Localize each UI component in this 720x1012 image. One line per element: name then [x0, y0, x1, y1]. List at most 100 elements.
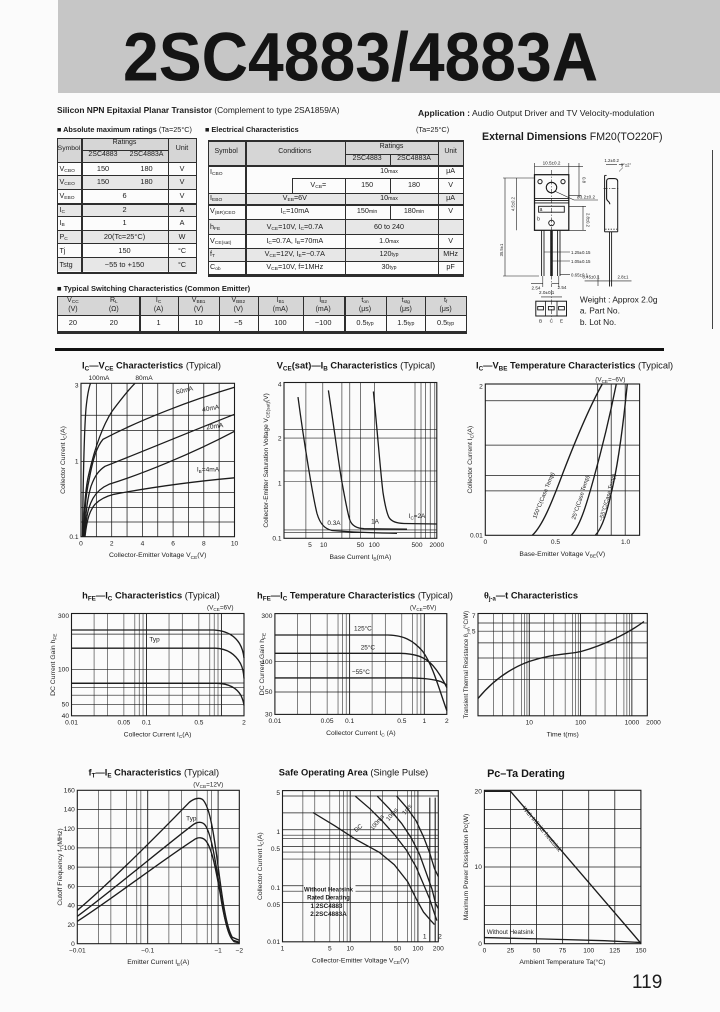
- svg-text:Collector Current IC(A): Collector Current IC(A): [257, 832, 266, 900]
- svg-text:1.05±0.15: 1.05±0.15: [571, 259, 591, 264]
- svg-text:80mA: 80mA: [135, 375, 153, 382]
- svg-text:1.25±0.15: 1.25±0.15: [571, 250, 591, 255]
- svg-text:Collector-Emitter Saturation V: Collector-Emitter Saturation Voltage VCE…: [263, 393, 272, 527]
- svg-text:60: 60: [67, 884, 75, 891]
- svg-text:0.5: 0.5: [397, 718, 406, 725]
- svg-text:7: 7: [472, 613, 476, 620]
- svg-text:0.1: 0.1: [272, 536, 281, 543]
- svg-text:100: 100: [58, 667, 69, 674]
- svg-text:2.8±1: 2.8±1: [618, 275, 630, 280]
- svg-text:2: 2: [242, 719, 246, 726]
- svg-text:500: 500: [411, 542, 422, 549]
- svg-text:35.5±1: 35.5±1: [499, 243, 504, 256]
- svg-text:40mA: 40mA: [202, 404, 221, 414]
- svg-text:0.05: 0.05: [117, 719, 130, 726]
- svg-text:0.5: 0.5: [271, 846, 280, 853]
- svg-text:Maximum Power Dissipation Pc(W: Maximum Power Dissipation Pc(W): [463, 814, 470, 921]
- svg-text:−55°C(Case Temp): −55°C(Case Temp): [599, 473, 618, 522]
- svg-text:20: 20: [67, 922, 75, 929]
- svg-text:1.2SC4883: 1.2SC4883: [311, 903, 343, 910]
- svg-text:25: 25: [507, 947, 515, 954]
- svg-text:hFE—IC Temperature Characteri: hFE—IC Temperature Characteristics (Typi…: [257, 591, 453, 603]
- svg-text:With Infinite heatsink: With Infinite heatsink: [521, 805, 564, 854]
- svg-text:50: 50: [265, 689, 273, 696]
- svg-text:Collector Current IC (A): Collector Current IC (A): [326, 730, 396, 739]
- svg-text:1: 1: [276, 829, 280, 836]
- svg-text:Collector Current IC(A): Collector Current IC(A): [124, 731, 192, 740]
- svg-text:40: 40: [62, 713, 70, 720]
- svg-text:20mA: 20mA: [206, 422, 225, 431]
- svg-text:1000: 1000: [625, 719, 640, 726]
- svg-text:4: 4: [141, 540, 145, 547]
- svg-text:Without Heatsink: Without Heatsink: [304, 888, 354, 894]
- svg-text:IC—VCE Characteristics (Typica: IC—VCE Characteristics (Typical): [82, 361, 221, 373]
- svg-text:125: 125: [609, 947, 620, 954]
- svg-text:0.1: 0.1: [345, 718, 354, 725]
- svg-text:Weight : Approx 2.0g: Weight : Approx 2.0g: [580, 295, 658, 305]
- svg-text:Ambient Temperature Ta(°C): Ambient Temperature Ta(°C): [519, 958, 605, 966]
- svg-text:4.5±0.2: 4.5±0.2: [511, 196, 516, 211]
- svg-text:5: 5: [308, 542, 312, 549]
- svg-text:100: 100: [412, 945, 423, 952]
- svg-text:300: 300: [261, 613, 272, 620]
- svg-text:IC=2A: IC=2A: [409, 513, 426, 521]
- svg-text:150: 150: [635, 947, 646, 954]
- svg-text:5: 5: [276, 790, 280, 797]
- svg-text:Rated Derating: Rated Derating: [307, 896, 350, 902]
- svg-text:Safe Operating Area (Single Pu: Safe Operating Area (Single Pulse): [279, 768, 429, 778]
- svg-text:40: 40: [67, 903, 75, 910]
- svg-text:0.8: 0.8: [582, 177, 587, 183]
- svg-text:20: 20: [475, 789, 483, 796]
- svg-text:75: 75: [559, 947, 567, 954]
- svg-text:0.3A: 0.3A: [327, 520, 341, 527]
- svg-text:DC: DC: [353, 823, 365, 834]
- svg-text:80: 80: [67, 864, 75, 871]
- svg-text:b: b: [537, 217, 540, 223]
- svg-text:DC Current Gain hFE: DC Current Gain hFE: [50, 633, 59, 695]
- svg-text:120: 120: [64, 826, 75, 833]
- svg-text:0: 0: [483, 947, 487, 954]
- svg-text:2.8±0.2: 2.8±0.2: [586, 213, 591, 228]
- svg-text:ø3.2±0.2: ø3.2±0.2: [577, 195, 596, 200]
- svg-text:−55°C: −55°C: [352, 668, 370, 676]
- svg-text:160: 160: [64, 788, 75, 795]
- svg-text:1A: 1A: [371, 519, 380, 526]
- svg-text:a. Part No.: a. Part No.: [580, 306, 620, 316]
- svg-text:100: 100: [583, 947, 594, 954]
- svg-text:Typ: Typ: [186, 815, 197, 822]
- svg-text:0.5: 0.5: [194, 719, 203, 726]
- svg-text:b. Lot No.: b. Lot No.: [580, 317, 616, 327]
- svg-text:0.1: 0.1: [69, 534, 78, 541]
- svg-text:0.05: 0.05: [267, 902, 280, 909]
- svg-text:Typ: Typ: [149, 637, 160, 644]
- svg-text:0.01: 0.01: [65, 719, 78, 726]
- svg-text:fT—IE Characteristics (Typical: fT—IE Characteristics (Typical): [89, 768, 220, 780]
- svg-text:2: 2: [438, 934, 442, 941]
- svg-text:30: 30: [265, 712, 273, 719]
- svg-text:300: 300: [58, 613, 69, 620]
- svg-text:125°C: 125°C: [354, 625, 372, 633]
- svg-text:1: 1: [75, 459, 79, 466]
- svg-text:100mA: 100mA: [89, 375, 110, 382]
- svg-text:0.5: 0.5: [551, 539, 560, 546]
- svg-text:0: 0: [79, 540, 83, 547]
- svg-text:100: 100: [575, 719, 586, 726]
- svg-text:hFE—IC Characteristics (Typica: hFE—IC Characteristics (Typical): [82, 591, 220, 603]
- svg-text:−0.1: −0.1: [141, 947, 154, 954]
- svg-text:10: 10: [231, 540, 239, 547]
- svg-text:60mA: 60mA: [175, 385, 194, 396]
- svg-text:0: 0: [483, 539, 487, 546]
- svg-text:Collector-Emitter Voltage VCE(: Collector-Emitter Voltage VCE(V): [109, 552, 206, 561]
- svg-text:2: 2: [110, 540, 114, 547]
- svg-text:10: 10: [475, 864, 483, 871]
- svg-text:100: 100: [261, 659, 272, 666]
- svg-text:2: 2: [479, 383, 483, 390]
- svg-text:10: 10: [526, 719, 534, 726]
- svg-text:θj-a—t Characteristics: θj-a—t Characteristics: [484, 591, 578, 603]
- svg-text:200: 200: [433, 945, 444, 952]
- svg-text:0.1: 0.1: [271, 885, 280, 892]
- svg-text:2000: 2000: [429, 542, 444, 549]
- svg-text:1: 1: [422, 718, 426, 725]
- svg-text:0.05: 0.05: [321, 718, 334, 725]
- svg-text:0.65±0.1: 0.65±0.1: [571, 273, 589, 278]
